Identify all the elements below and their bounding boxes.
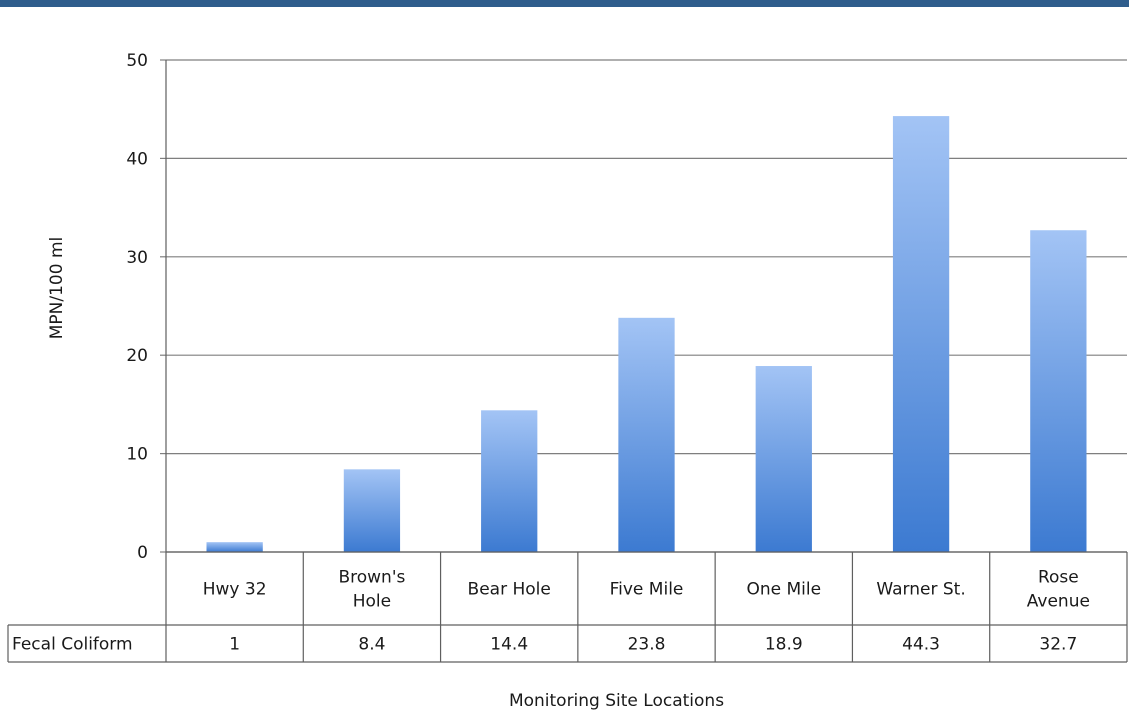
category-label-line: Hwy 32 [203,580,267,600]
category-label-0: Hwy 32 [203,580,267,600]
y-tick-label-50: 50 [126,51,148,71]
category-label-5: Warner St. [876,580,965,600]
data-table: Fecal Coliform Hwy 32 1 Brown's Hole 8.4 Bear … [7,551,1128,663]
category-label-1: Brown's Hole [338,568,405,612]
bar-5 [892,116,950,552]
value-cell-6: 32.7 [1039,635,1077,655]
value-cell-1: 8.4 [358,635,385,655]
y-tick-label-0: 0 [137,543,148,563]
y-tick-label-20: 20 [126,346,148,366]
bar-0 [206,542,263,552]
value-cell-5: 44.3 [902,635,940,655]
bar-3 [618,317,675,552]
category-label-2: Bear Hole [468,580,551,600]
bar-6 [1030,230,1087,552]
table-row-header: Fecal Coliform [12,635,133,655]
category-label-line: Brown's [338,568,405,588]
category-label-4: One Mile [746,580,821,600]
y-tick-label-40: 40 [126,149,148,169]
value-cell-2: 14.4 [490,635,528,655]
y-tick-label-10: 10 [126,445,148,465]
y-tick-label-30: 30 [126,248,148,268]
category-label-line: Rose [1038,568,1079,588]
category-label-line: Warner St. [876,580,965,600]
category-label-3: Five Mile [610,580,684,600]
value-cell-0: 1 [229,635,240,655]
category-label-line: Bear Hole [468,580,551,600]
category-label-6: Rose Avenue [1027,568,1090,612]
top-color-band [0,0,1129,7]
y-tick-labels: 0 10 20 30 40 50 [126,51,148,563]
value-cell-3: 23.8 [628,635,666,655]
bars [206,116,1087,552]
x-axis-title: Monitoring Site Locations [509,691,724,711]
bar-4 [755,366,812,552]
category-label-line: Avenue [1027,592,1090,612]
bar-1 [343,469,401,552]
category-label-line: Hole [353,592,391,612]
category-label-line: One Mile [746,580,821,600]
category-label-line: Five Mile [610,580,684,600]
y-axis-title: MPN/100 ml [47,237,67,340]
bar-2 [481,410,538,552]
value-cell-4: 18.9 [765,635,803,655]
